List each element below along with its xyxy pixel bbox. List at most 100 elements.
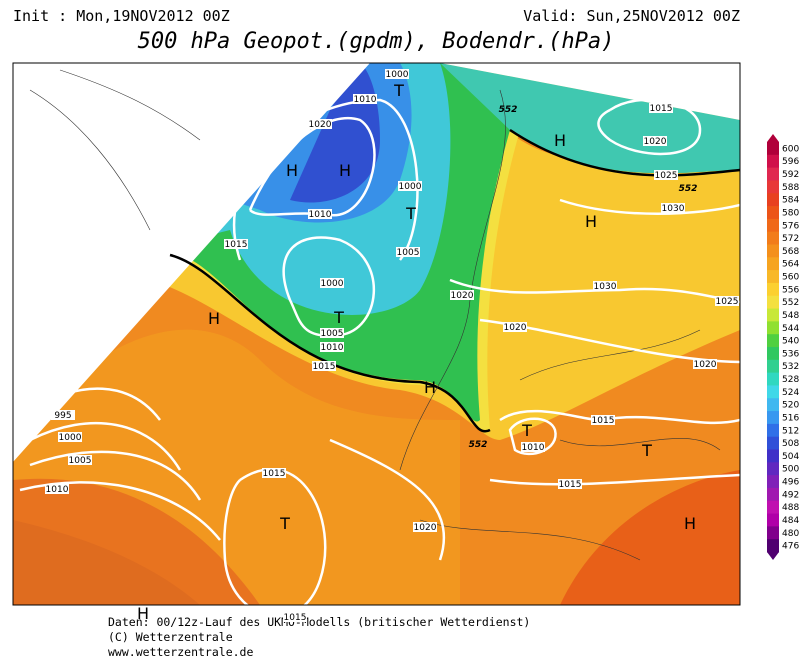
init-time: Init : Mon,19NOV2012 00Z [13, 7, 230, 25]
isobar-label: 1015 [225, 240, 248, 250]
scale-swatch [767, 500, 779, 515]
scale-swatch [767, 321, 779, 335]
scale-swatch [767, 487, 779, 502]
geopotential-label: 552 [679, 184, 698, 194]
scale-label: 596 [782, 157, 799, 167]
footer-line: (C) Wetterzentrale [108, 630, 233, 644]
scale-label: 516 [782, 413, 799, 423]
isobar-label: 1030 [594, 282, 617, 292]
scale-swatch [767, 475, 779, 489]
scale-label: 576 [782, 221, 799, 231]
isobar-label: 1010 [354, 95, 377, 105]
scale-cap [767, 552, 779, 560]
isobar-label-bg [283, 612, 307, 622]
scale-label: 532 [782, 362, 799, 372]
scale-label: 540 [782, 337, 799, 347]
scale-swatch [767, 513, 779, 527]
isobar-label: 1000 [59, 433, 82, 443]
pressure-center: H [554, 131, 566, 150]
footer-line: www.wetterzentrale.de [108, 645, 253, 659]
isobar-label-bg [649, 103, 673, 113]
isobar-label: 1010 [522, 443, 545, 453]
scale-label: 480 [782, 529, 799, 539]
isobar-label: 1015 [559, 480, 582, 490]
scale-label: 496 [782, 478, 799, 488]
scale-label: 556 [782, 285, 799, 295]
scale-label: 484 [782, 516, 799, 526]
isobar-label: 1020 [504, 323, 527, 333]
scale-label: 524 [782, 388, 799, 398]
isobar-label: 1030 [662, 204, 685, 214]
scale-swatch [767, 167, 779, 181]
scale-swatch [767, 436, 779, 450]
isobar-label-bg [593, 281, 617, 291]
scale-swatch [767, 334, 779, 348]
scale-swatch [767, 218, 779, 233]
isobar-label: 1025 [716, 297, 739, 307]
scale-swatch [767, 231, 779, 245]
map-title: 500 hPa Geopot.(gpdm), Bodendr.(hPa) [138, 29, 615, 54]
isobar-label-bg [68, 455, 92, 465]
isobar-label: 1010 [309, 210, 332, 220]
scale-swatch [767, 206, 779, 220]
isobar-label-bg [45, 484, 69, 494]
isobar-label-bg [308, 119, 332, 129]
scale-label: 552 [782, 298, 799, 308]
isobar-label: 1015 [284, 613, 307, 623]
isobar-label-bg [693, 359, 717, 369]
isobar-label-bg [591, 415, 615, 425]
pressure-center: H [585, 212, 597, 231]
scale-swatch [767, 154, 779, 169]
scale-swatch [767, 295, 779, 310]
scale-swatch [767, 526, 779, 540]
pressure-center: H [339, 161, 351, 180]
isobar-label: 1020 [694, 360, 717, 370]
scale-swatch [767, 359, 779, 374]
isobar-label-bg [353, 94, 377, 104]
geopotential-label: 552 [469, 440, 488, 450]
scale-swatch [767, 372, 779, 386]
isobar-label: 1015 [263, 469, 286, 479]
isobar-label-bg [308, 209, 332, 219]
scale-label: 492 [782, 490, 799, 500]
isobar-label-bg [654, 170, 678, 180]
isobar-label: 1000 [386, 70, 409, 80]
scale-label: 580 [782, 208, 799, 218]
scale-label: 512 [782, 426, 799, 436]
scale-swatch [767, 411, 779, 425]
pressure-center: H [424, 378, 436, 397]
isobar-label-bg [312, 361, 336, 371]
scale-label: 572 [782, 234, 799, 244]
scale-label: 588 [782, 183, 799, 193]
scale-swatch [767, 193, 779, 207]
isobar-label-bg [58, 432, 82, 442]
scale-swatch [767, 539, 779, 553]
scale-swatch [767, 347, 779, 361]
scale-swatch [767, 257, 779, 271]
map-frame [12, 62, 741, 606]
scale-label: 476 [782, 542, 799, 552]
isobar-label-bg [558, 479, 582, 489]
pressure-center: T [333, 308, 344, 327]
scale-swatch [767, 398, 779, 412]
scale-label: 508 [782, 439, 799, 449]
isobar-label: 1010 [321, 343, 344, 353]
isobar-label-bg [224, 239, 248, 249]
scale-label: 592 [782, 170, 799, 180]
scale-label: 504 [782, 452, 799, 462]
scale-swatch [767, 244, 779, 258]
isobar-label: 1000 [399, 182, 422, 192]
scale-label: 528 [782, 375, 799, 385]
isobar-label: 1020 [309, 120, 332, 130]
isobar-label-bg [320, 342, 344, 352]
scale-label: 520 [782, 401, 799, 411]
scale-swatch [767, 180, 779, 194]
isobar-label-bg [450, 290, 474, 300]
isobar-label-bg [398, 181, 422, 191]
pressure-center: T [393, 81, 404, 100]
isobar-label: 1020 [451, 291, 474, 301]
scale-swatch [767, 449, 779, 463]
isobar-label: 1020 [644, 137, 667, 147]
scale-swatch [767, 462, 779, 476]
isobar-label: 1015 [313, 362, 336, 372]
